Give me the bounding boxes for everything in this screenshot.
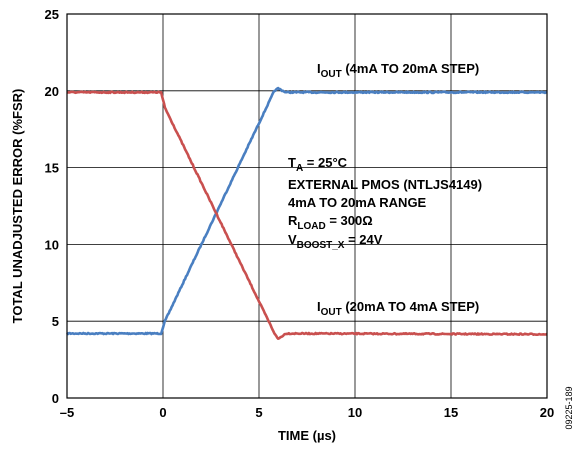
series-line-0 <box>66 86 548 336</box>
x-tick-label-2: 5 <box>255 405 262 420</box>
label-down-sub: OUT <box>321 307 342 318</box>
x-tick-label-5: 20 <box>540 405 554 420</box>
series-label-20ma-to-4ma: IOUT (20mA TO 4mA STEP) <box>317 299 479 318</box>
condition-range: 4mA TO 20mA RANGE <box>288 195 427 210</box>
y-tick-label-3: 15 <box>45 161 59 176</box>
y-tick-labels: 0 5 10 15 20 25 <box>45 7 59 406</box>
x-axis-label: TIME (µs) <box>278 428 336 443</box>
figure-id: 09225-189 <box>564 386 574 429</box>
y-tick-label-4: 20 <box>45 84 59 99</box>
condition-boost-rest: = 24V <box>344 232 382 247</box>
y-axis-label: TOTAL UNADJUSTED ERROR (%FSR) <box>10 89 25 324</box>
label-up-rest: (4mA TO 20mA STEP) <box>342 61 480 76</box>
x-tick-label-3: 10 <box>348 405 362 420</box>
series-label-4ma-to-20ma: IOUT (4mA TO 20mA STEP) <box>317 61 479 80</box>
label-down-main: I <box>317 299 321 314</box>
x-tick-labels: –5 0 5 10 15 20 <box>60 405 554 420</box>
label-up-sub: OUT <box>321 69 342 80</box>
y-tick-label-1: 5 <box>52 314 59 329</box>
plot-frame <box>66 13 548 399</box>
condition-load-sub: LOAD <box>297 221 325 232</box>
condition-temperature-sub: A <box>296 163 303 174</box>
label-up-main: I <box>317 61 321 76</box>
condition-boost-sub: BOOST_X <box>297 240 345 251</box>
condition-load-main: R <box>288 213 298 228</box>
condition-temperature-main: T <box>288 155 296 170</box>
condition-temperature: TA = 25°C <box>288 155 348 174</box>
condition-boost: VBOOST_X = 24V <box>288 232 383 251</box>
y-tick-label-5: 25 <box>45 7 59 22</box>
condition-range-main: 4mA TO 20mA RANGE <box>288 195 427 210</box>
series-line-1 <box>66 90 548 340</box>
series-group <box>66 86 548 340</box>
condition-boost-main: V <box>288 232 297 247</box>
label-down-rest: (20mA TO 4mA STEP) <box>342 299 480 314</box>
condition-temperature-rest: = 25°C <box>303 155 347 170</box>
condition-pmos-main: EXTERNAL PMOS (NTLJS4149) <box>288 177 482 192</box>
condition-load-rest: = 300Ω <box>326 213 373 228</box>
condition-load: RLOAD = 300Ω <box>288 213 373 232</box>
x-tick-label-0: –5 <box>60 405 74 420</box>
x-tick-label-4: 15 <box>444 405 458 420</box>
y-tick-label-0: 0 <box>52 391 59 406</box>
condition-pmos: EXTERNAL PMOS (NTLJS4149) <box>288 177 482 192</box>
x-tick-label-1: 0 <box>159 405 166 420</box>
test-conditions-annotation: TA = 25°C EXTERNAL PMOS (NTLJS4149) 4mA … <box>288 155 482 251</box>
y-tick-label-2: 10 <box>45 237 59 252</box>
grid-lines <box>67 14 547 398</box>
